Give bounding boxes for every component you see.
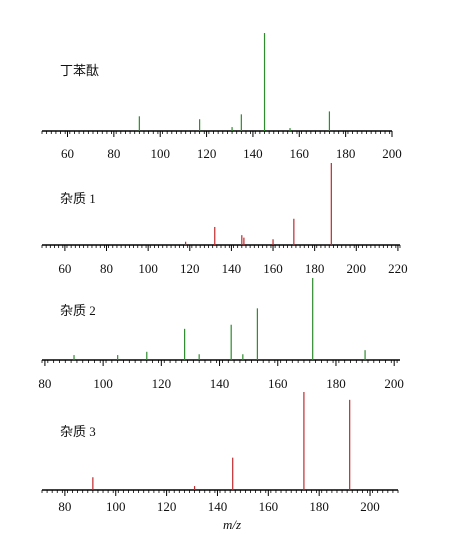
x-tick-label: 180 <box>309 499 329 514</box>
x-tick-label: 80 <box>107 146 120 161</box>
panel-title: 杂质 3 <box>60 424 96 439</box>
x-tick-label: 100 <box>106 499 126 514</box>
x-tick-label: 120 <box>180 261 200 276</box>
x-tick-label: 100 <box>93 376 113 391</box>
x-axis-label: m/z <box>223 517 241 532</box>
x-tick-label: 140 <box>243 146 263 161</box>
x-tick-label: 160 <box>259 499 279 514</box>
x-tick-label: 200 <box>382 146 402 161</box>
x-tick-label: 220 <box>388 261 408 276</box>
x-tick-label: 120 <box>197 146 217 161</box>
x-tick-label: 120 <box>157 499 177 514</box>
x-tick-label: 80 <box>58 499 71 514</box>
x-tick-label: 180 <box>336 146 356 161</box>
x-tick-label: 200 <box>347 261 367 276</box>
x-tick-label: 160 <box>290 146 310 161</box>
x-tick-label: 80 <box>38 376 51 391</box>
panel-title: 杂质 1 <box>60 191 96 206</box>
x-tick-label: 180 <box>326 376 346 391</box>
x-tick-label: 200 <box>360 499 380 514</box>
x-tick-label: 100 <box>150 146 170 161</box>
panel-title: 杂质 2 <box>60 303 96 318</box>
x-tick-label: 60 <box>58 261 71 276</box>
x-tick-label: 160 <box>263 261 283 276</box>
x-tick-label: 120 <box>152 376 172 391</box>
x-tick-label: 140 <box>222 261 242 276</box>
x-tick-label: 180 <box>305 261 325 276</box>
x-tick-label: 100 <box>138 261 158 276</box>
x-tick-label: 80 <box>100 261 113 276</box>
x-tick-label: 200 <box>384 376 404 391</box>
x-tick-label: 60 <box>61 146 74 161</box>
x-tick-label: 160 <box>268 376 288 391</box>
panel-title: 丁苯酞 <box>60 63 99 78</box>
x-tick-label: 140 <box>210 376 230 391</box>
x-tick-label: 140 <box>208 499 228 514</box>
